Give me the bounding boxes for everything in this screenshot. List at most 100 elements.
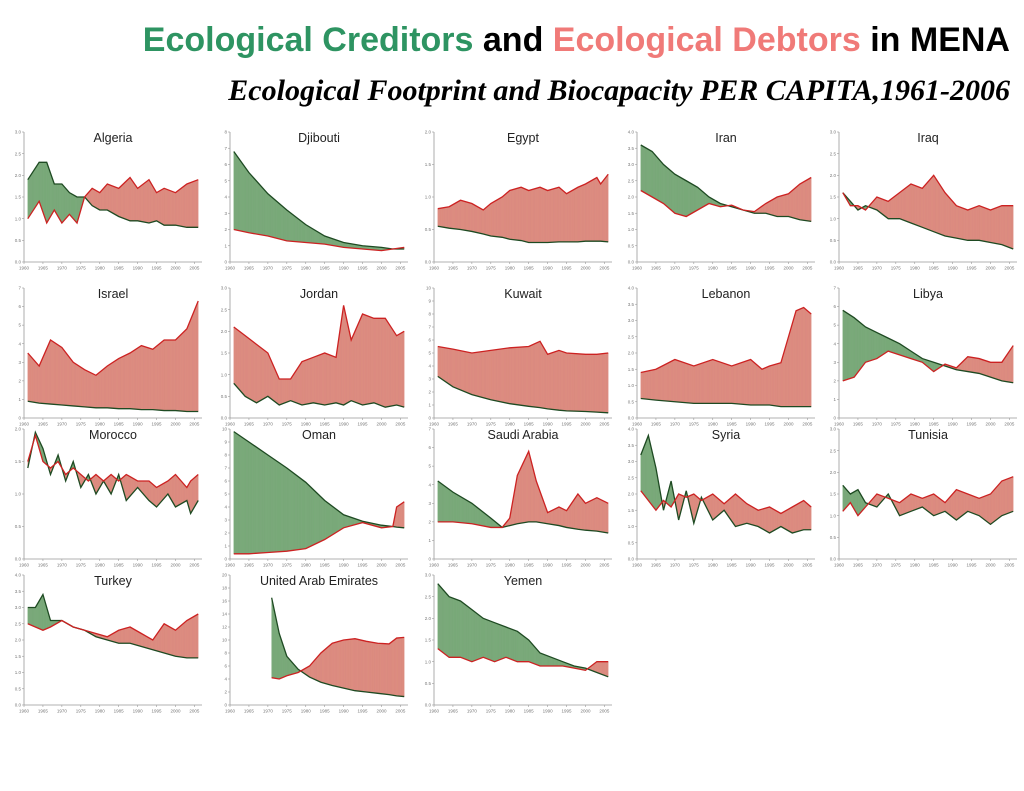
title-region: in MENA	[870, 21, 1010, 59]
debtor-area	[27, 300, 199, 412]
x-tick-label: 1980	[95, 709, 106, 714]
x-tick-label: 2000	[170, 709, 181, 714]
x-tick-label: 1960	[834, 422, 845, 427]
debtor-area	[437, 173, 609, 243]
footprint-line	[842, 476, 1014, 517]
x-tick-label: 2000	[985, 422, 996, 427]
y-tick-label: 2.5	[830, 151, 837, 156]
y-tick-label: 0	[833, 416, 836, 421]
x-tick-label: 1995	[765, 266, 776, 271]
y-tick-label: 4.0	[628, 286, 635, 291]
footprint-line	[437, 340, 609, 356]
x-tick-label: 1990	[133, 563, 144, 568]
x-tick-label: 1995	[562, 563, 573, 568]
y-tick-label: 2	[224, 227, 227, 232]
biocapacity-line	[437, 480, 609, 534]
x-tick-label: 2005	[395, 563, 406, 568]
y-tick-label: 0.0	[628, 416, 635, 421]
y-tick-label: 2	[428, 519, 431, 524]
x-tick-label: 2005	[395, 422, 406, 427]
x-tick-label: 1960	[834, 266, 845, 271]
x-tick-label: 1985	[114, 422, 125, 427]
x-tick-label: 2005	[1004, 422, 1015, 427]
x-tick-label: 1985	[114, 266, 125, 271]
x-tick-label: 1970	[57, 709, 68, 714]
chart-title: Israel	[98, 287, 129, 301]
x-tick-label: 1995	[967, 422, 978, 427]
y-tick-label: 14	[222, 612, 228, 617]
chart-yemen: 0.0 0.5 1.0 1.5 2.0 2.5 3.0 1960 1965 1970 1975 198…	[425, 573, 612, 714]
x-tick-label: 1965	[651, 563, 662, 568]
x-tick-label: 1980	[95, 422, 106, 427]
x-tick-label: 1980	[505, 563, 516, 568]
x-tick-label: 2000	[170, 563, 181, 568]
x-tick-label: 1970	[467, 563, 478, 568]
x-tick-label: 1965	[853, 266, 864, 271]
x-tick-label: 1985	[727, 266, 738, 271]
y-tick-label: 0.5	[830, 535, 837, 540]
title-debtors: Ecological Debtors	[552, 21, 861, 59]
y-tick-label: 4	[833, 341, 836, 346]
chart-title: Tunisia	[908, 428, 948, 442]
x-tick-label: 1970	[263, 266, 274, 271]
y-tick-label: 2	[833, 378, 836, 383]
y-tick-label: 10	[222, 638, 228, 643]
x-tick-label: 1985	[929, 563, 940, 568]
x-tick-label: 1965	[448, 709, 459, 714]
x-tick-label: 2000	[783, 422, 794, 427]
x-tick-label: 1995	[358, 709, 369, 714]
x-tick-label: 2000	[580, 709, 591, 714]
y-tick-label: 8	[224, 130, 227, 135]
y-tick-label: 3.0	[628, 318, 635, 323]
y-tick-label: 1	[18, 397, 21, 402]
y-tick-label: 0.5	[425, 227, 432, 232]
x-tick-label: 2005	[599, 709, 610, 714]
x-tick-label: 1960	[429, 563, 440, 568]
x-tick-label: 1975	[891, 563, 902, 568]
y-tick-label: 0.5	[15, 238, 22, 243]
footprint-line	[233, 305, 405, 380]
debtor-area	[233, 306, 405, 408]
x-tick-label: 1975	[689, 563, 700, 568]
chart-kuwait: 0 1 2 3 4 5 6 7 8 9 10 1960 1965 1970 1975 1980 1985 1990…	[426, 286, 612, 427]
y-tick-label: 3.0	[628, 459, 635, 464]
y-tick-label: 0.5	[628, 243, 635, 248]
footprint-line	[640, 306, 812, 374]
x-tick-label: 1980	[95, 266, 106, 271]
chart-title: Oman	[302, 428, 336, 442]
y-tick-label: 1.5	[15, 654, 22, 659]
y-tick-label: 2.0	[830, 173, 837, 178]
chart-title: United Arab Emirates	[260, 574, 378, 588]
chart-title: Algeria	[94, 131, 133, 145]
x-tick-label: 1975	[282, 563, 293, 568]
x-tick-label: 1965	[38, 709, 49, 714]
x-tick-label: 1975	[282, 709, 293, 714]
x-tick-label: 1965	[244, 563, 255, 568]
y-tick-label: 0	[224, 703, 227, 708]
y-tick-label: 1.0	[15, 216, 22, 221]
chart-title: Kuwait	[504, 287, 542, 301]
x-tick-label: 1990	[948, 563, 959, 568]
biocapacity-line	[640, 433, 812, 534]
footprint-line	[27, 176, 199, 225]
y-tick-label: 3.0	[15, 130, 22, 135]
x-tick-label: 2000	[376, 422, 387, 427]
x-tick-label: 1995	[967, 266, 978, 271]
x-tick-label: 1960	[19, 422, 30, 427]
x-tick-label: 2005	[802, 563, 813, 568]
y-tick-label: 0.5	[15, 686, 22, 691]
x-tick-label: 1960	[225, 266, 236, 271]
x-tick-label: 1980	[708, 266, 719, 271]
y-tick-label: 0.0	[15, 260, 22, 265]
x-tick-label: 1990	[339, 422, 350, 427]
x-tick-label: 1995	[152, 709, 163, 714]
footprint-line	[271, 636, 405, 680]
y-tick-label: 3.0	[830, 130, 837, 135]
chart-title: Morocco	[89, 428, 137, 442]
y-tick-label: 2.0	[15, 173, 22, 178]
debtor-area	[300, 637, 405, 697]
chart-oman: 0 1 2 3 4 5 6 7 8 9 10 1960 1965 1970 1975 1980 1985 1990…	[222, 427, 408, 568]
y-tick-label: 3	[224, 211, 227, 216]
x-tick-label: 1995	[358, 563, 369, 568]
y-tick-label: 2.0	[15, 427, 22, 432]
